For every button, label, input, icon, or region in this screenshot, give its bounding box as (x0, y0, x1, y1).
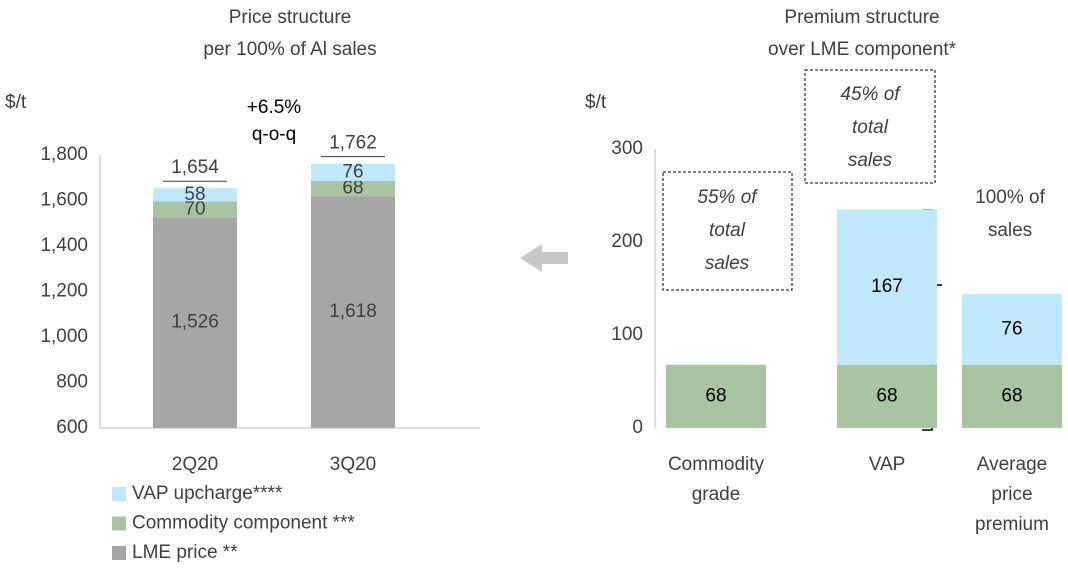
bar-segment (153, 201, 237, 218)
y-axis-label: $/t (5, 92, 27, 113)
annotation: sales (988, 220, 1032, 241)
data-label: 76 (342, 161, 363, 182)
legend-swatch (112, 546, 126, 560)
x-tick-label: 3Q20 (330, 454, 376, 475)
bar-segment (311, 180, 395, 197)
bar-segment (153, 217, 237, 428)
chart-title: Premium structure (784, 7, 939, 28)
y-tick-label: 0 (632, 417, 643, 438)
data-label: 1,618 (329, 301, 377, 322)
arrow (520, 244, 568, 272)
annotation: 100% of (975, 187, 1045, 208)
annotation: sales (848, 150, 893, 171)
legend-label: Commodity component *** (132, 513, 355, 534)
bar-segment (962, 364, 1062, 428)
y-axis-label: $/t (585, 92, 607, 113)
annotation: sales (705, 253, 750, 274)
total-label: 1,654 (171, 157, 219, 178)
data-label: 68 (705, 385, 726, 406)
legend-swatch (112, 516, 126, 531)
legend-label: VAP upcharge**** (132, 483, 283, 504)
y-tick-label: 1,000 (40, 326, 88, 347)
data-label: 167 (871, 276, 903, 297)
y-tick-label: 300 (611, 138, 643, 159)
total-label: 1,762 (329, 133, 377, 154)
x-tick-label: premium (975, 514, 1049, 535)
data-label: 70 (184, 198, 205, 219)
bar-segment (666, 364, 766, 428)
data-label: 1,526 (171, 312, 219, 333)
annotation: total (852, 117, 889, 138)
data-label: 68 (1001, 385, 1022, 406)
data-label: 68 (342, 178, 363, 199)
x-tick-label: VAP (869, 454, 906, 475)
bar-segment (962, 294, 1062, 365)
chart-title: Price structure (229, 7, 351, 28)
y-tick-label: 800 (56, 372, 88, 393)
y-tick-label: 1,400 (40, 235, 88, 256)
annotation: +6.5% (247, 97, 302, 118)
y-tick-label: 1,800 (40, 144, 88, 165)
annotation: total (709, 220, 746, 241)
chart-title: over LME component* (768, 39, 957, 60)
y-tick-label: 1,200 (40, 281, 88, 302)
annotation-box (804, 69, 936, 184)
legend-label: LME price ** (132, 542, 238, 563)
bar-segment (311, 163, 395, 181)
legend-swatch (112, 487, 126, 501)
y-tick-label: 200 (611, 231, 643, 252)
annotation: q-o-q (252, 124, 296, 145)
bar-segment (311, 196, 395, 428)
bar-segment (837, 364, 937, 428)
x-tick-label: Commodity (668, 454, 765, 475)
y-tick-label: 1,600 (40, 190, 88, 211)
data-label: 76 (1001, 318, 1022, 339)
bar-segment (837, 209, 937, 365)
bar-segment (153, 188, 237, 202)
annotation: 45% of (840, 84, 901, 105)
y-tick-label: 600 (56, 417, 88, 438)
annotation: 55% of (697, 187, 758, 208)
data-label: 58 (184, 184, 205, 205)
annotation-box (662, 171, 793, 291)
chart-title: per 100% of Al sales (203, 39, 376, 60)
x-tick-label: Average (977, 454, 1047, 475)
x-tick-label: price (991, 484, 1032, 505)
x-tick-label: 2Q20 (172, 454, 218, 475)
data-label: 68 (876, 385, 897, 406)
y-tick-label: 100 (611, 324, 643, 345)
x-tick-label: grade (692, 484, 741, 505)
